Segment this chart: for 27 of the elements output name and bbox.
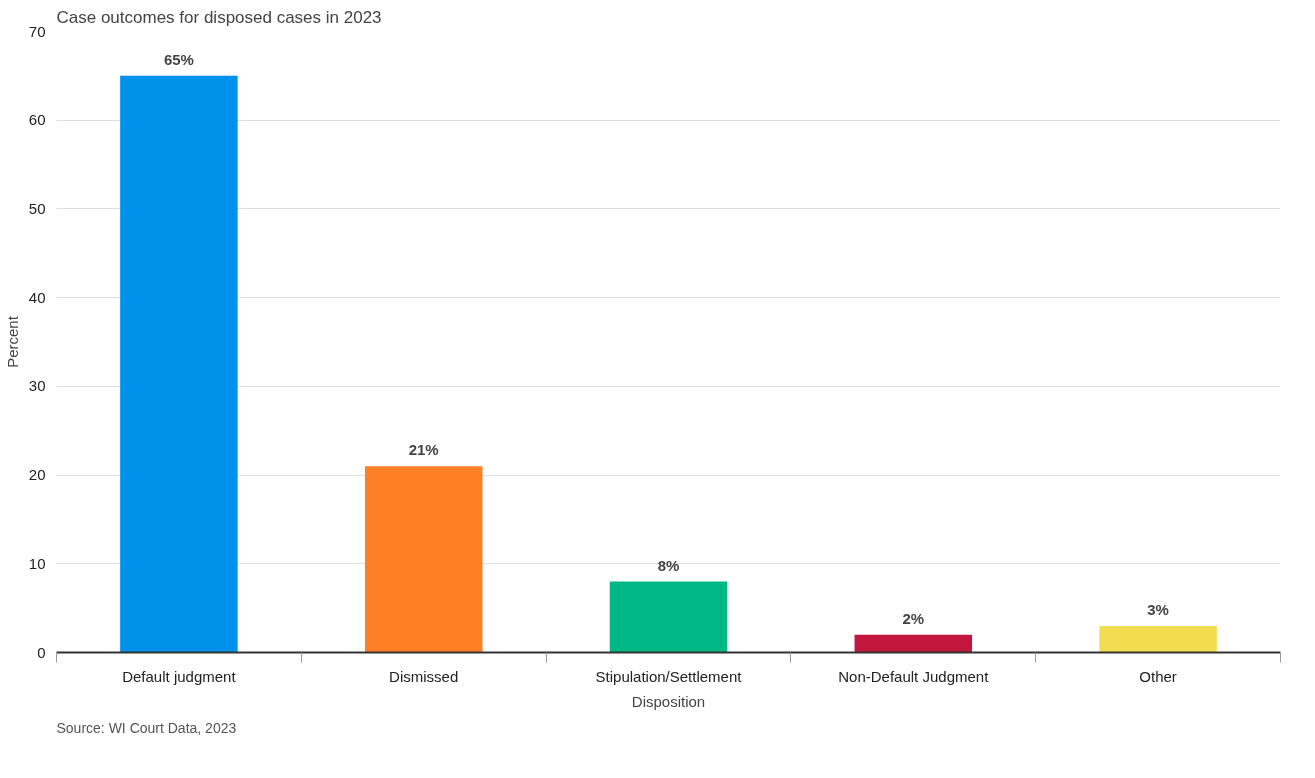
x-tick-label: Default judgment [122, 667, 237, 685]
data-label: 21% [408, 441, 439, 459]
x-tick-label: Stipulation/Settlement [595, 667, 743, 685]
chart-title: Case outcomes for disposed cases in 2023 [56, 7, 382, 27]
x-tick-label: Other [1139, 667, 1177, 685]
data-label: 3% [1147, 600, 1169, 618]
y-tick-label: 70 [28, 22, 46, 40]
source-note: Source: WI Court Data, 2023 [56, 719, 237, 736]
y-tick-label: 40 [28, 288, 46, 306]
bar [364, 466, 483, 653]
data-label: 65% [163, 50, 194, 68]
x-tick-label: Dismissed [389, 667, 459, 685]
y-tick-label: 30 [28, 377, 46, 395]
bar [1099, 625, 1217, 653]
y-tick-label: 50 [28, 199, 46, 217]
bar [854, 634, 973, 653]
bar [609, 581, 728, 653]
y-tick-label: 0 [37, 643, 46, 661]
y-tick-label: 10 [28, 554, 46, 572]
x-tick-label: Non-Default Judgment [838, 667, 990, 685]
bar [120, 75, 238, 653]
y-tick-label: 20 [28, 466, 46, 484]
y-axis-title: Percent [3, 315, 21, 368]
x-axis-title: Disposition [631, 692, 706, 710]
data-label: 8% [657, 556, 680, 574]
y-tick-label: 60 [28, 111, 46, 129]
data-label: 2% [902, 609, 925, 627]
